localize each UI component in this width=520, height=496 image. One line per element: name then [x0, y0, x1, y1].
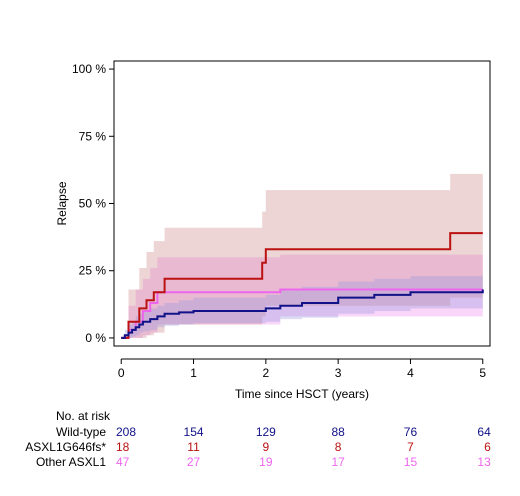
risk-count: 9 [263, 440, 270, 454]
risk-table: No. at risk Wild-type 208 154 129 88 76 64ASXL… [25, 409, 491, 469]
x-tick-label: 1 [190, 366, 197, 380]
x-tick-label: 2 [263, 366, 270, 380]
y-axis: 0 % 25 % 50 % 75 % 100 % [72, 62, 114, 345]
risk-count: 27 [187, 455, 201, 469]
risk-count: 17 [331, 455, 345, 469]
y-tick-label: 75 % [79, 129, 107, 143]
series-line-0 [121, 288, 483, 339]
risk-count: 13 [477, 455, 491, 469]
x-tick-label: 0 [118, 366, 125, 380]
risk-count: 19 [259, 455, 273, 469]
risk-count: 208 [116, 425, 136, 439]
risk-table-title: No. at risk [56, 409, 111, 423]
risk-count: 129 [256, 425, 276, 439]
risk-count: 64 [477, 425, 491, 439]
risk-count: 8 [335, 440, 342, 454]
y-axis-title: Relapse [55, 181, 69, 225]
risk-row-label: Other ASXL1 [36, 455, 106, 469]
ci-band-1 [121, 173, 483, 338]
risk-count: 18 [116, 440, 130, 454]
x-axis: 0 1 2 3 4 5 [118, 358, 486, 380]
y-tick-label: 50 % [79, 197, 107, 211]
risk-row-label: Wild-type [56, 425, 106, 439]
risk-count: 15 [404, 455, 418, 469]
y-tick-label: 0 % [85, 331, 106, 345]
risk-count: 11 [187, 440, 200, 454]
incidence-curves [121, 232, 484, 339]
series-line-2 [121, 289, 484, 339]
x-tick-label: 5 [479, 366, 486, 380]
y-tick-label: 100 % [72, 62, 106, 76]
risk-count: 88 [331, 425, 345, 439]
x-tick-label: 4 [407, 366, 414, 380]
x-tick-label: 3 [335, 366, 342, 380]
risk-count: 76 [404, 425, 418, 439]
risk-count: 6 [484, 440, 491, 454]
x-axis-title: Time since HSCT (years) [235, 387, 369, 401]
risk-count: 7 [407, 440, 414, 454]
risk-count: 154 [184, 425, 204, 439]
ci-band-0 [121, 254, 483, 338]
y-tick-label: 25 % [79, 264, 107, 278]
risk-row-label: ASXL1G646fs* [25, 440, 106, 454]
series-line-1 [121, 232, 483, 339]
risk-count: 47 [116, 455, 130, 469]
